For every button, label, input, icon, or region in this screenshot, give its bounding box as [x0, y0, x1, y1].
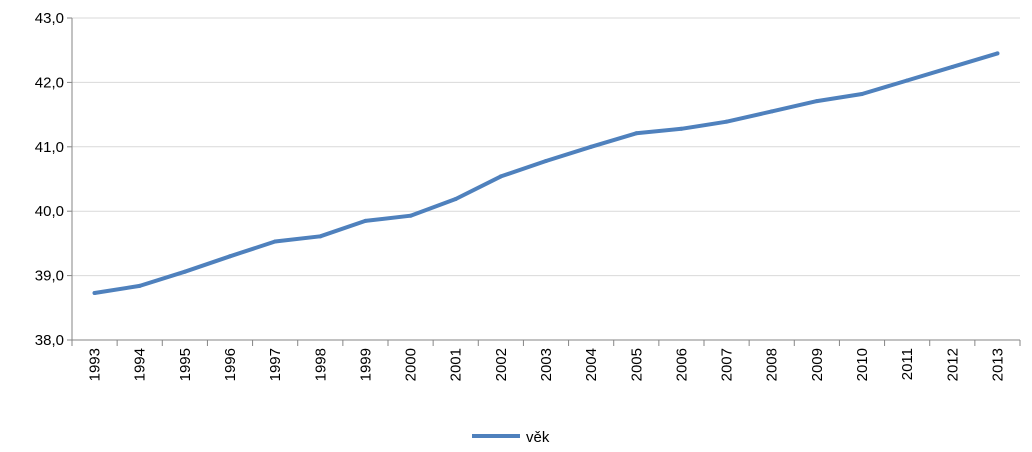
data-point — [544, 158, 548, 163]
data-point — [228, 254, 232, 259]
axes — [67, 17, 1021, 346]
data-point — [453, 196, 458, 201]
x-tick-label: 1996 — [222, 348, 239, 381]
x-tick-label: 2001 — [448, 348, 465, 381]
data-point — [589, 144, 594, 149]
data-point — [634, 131, 639, 136]
x-tick-label: 1995 — [177, 348, 194, 381]
x-tick-label: 2008 — [764, 348, 781, 381]
series-group — [92, 51, 1000, 295]
legend-label: věk — [526, 429, 550, 446]
data-point — [814, 99, 819, 104]
x-tick-label: 2003 — [538, 348, 555, 381]
legend: věk — [472, 429, 550, 446]
x-tick-label: 2011 — [899, 348, 916, 380]
x-tick-label: 2012 — [944, 348, 961, 381]
data-point — [408, 213, 413, 218]
data-point — [137, 283, 142, 288]
y-axis-tick-labels: 38,0 39,0 40,0 41,0 42,0 43,0 — [35, 10, 64, 349]
y-tick-label: 42,0 — [35, 74, 64, 91]
x-tick-label: 2000 — [403, 348, 420, 381]
x-tick-label: 2009 — [809, 348, 826, 381]
x-tick-label: 1998 — [312, 348, 329, 381]
data-point — [363, 218, 368, 223]
y-tick-label: 38,0 — [35, 332, 64, 349]
y-tick-label: 41,0 — [35, 139, 64, 156]
x-tick-label: 1993 — [87, 348, 104, 381]
x-tick-label: 2013 — [989, 348, 1006, 381]
y-tick-label: 40,0 — [35, 203, 64, 220]
data-point — [498, 174, 503, 179]
gridlines — [72, 17, 1020, 277]
x-tick-label: 1999 — [357, 348, 374, 381]
data-point — [950, 64, 955, 69]
x-tick-label: 1994 — [132, 348, 149, 381]
x-tick-label: 2006 — [673, 348, 690, 381]
x-tick-label: 2002 — [493, 348, 510, 381]
data-point — [679, 126, 684, 131]
data-point — [769, 109, 774, 114]
data-point — [182, 269, 187, 274]
y-tick-label: 43,0 — [35, 10, 64, 27]
x-axis-tick-labels: 1993 1994 1995 1996 1997 1998 1999 2000 2001 2002… — [87, 348, 1007, 381]
data-point — [905, 78, 910, 83]
x-tick-label: 1997 — [267, 348, 284, 381]
x-tick-label: 2010 — [854, 348, 871, 381]
y-tick-label: 39,0 — [35, 268, 64, 285]
x-tick-label: 2005 — [628, 348, 645, 381]
x-tick-label: 2007 — [719, 348, 736, 381]
data-point — [318, 234, 323, 239]
data-point — [273, 239, 278, 244]
data-point — [92, 290, 97, 295]
data-point — [860, 91, 864, 96]
data-point — [724, 119, 729, 124]
x-tick-label: 2004 — [583, 348, 600, 381]
data-point — [995, 51, 1000, 56]
